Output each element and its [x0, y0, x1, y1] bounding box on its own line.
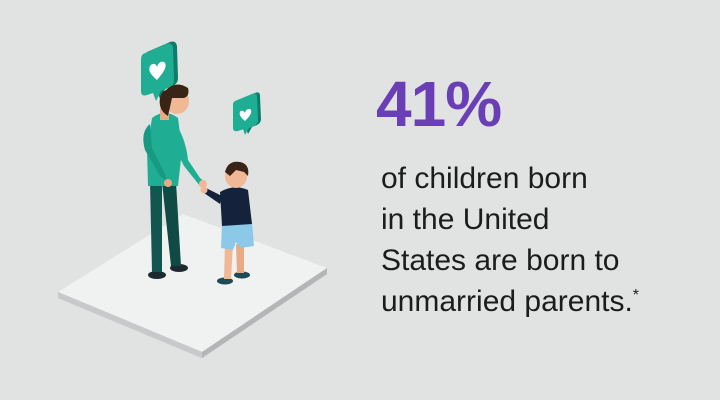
adult-figure [143, 84, 207, 279]
stat-percentage: 41% [376, 68, 502, 140]
caption-line: States are born to [381, 244, 620, 277]
caption-line: of children born [381, 162, 588, 195]
caption-line: unmarried parents.* [381, 281, 701, 322]
heart-speech-bubble-icon [233, 92, 261, 135]
caption-line: in the United [381, 203, 550, 236]
platform [58, 214, 327, 358]
heart-speech-bubble-icon [141, 41, 178, 101]
caption-line-text: unmarried parents. [381, 285, 633, 318]
stat-caption: of children born in the United States ar… [381, 158, 701, 322]
child-figure [200, 161, 254, 285]
footnote-marker: * [632, 287, 640, 304]
